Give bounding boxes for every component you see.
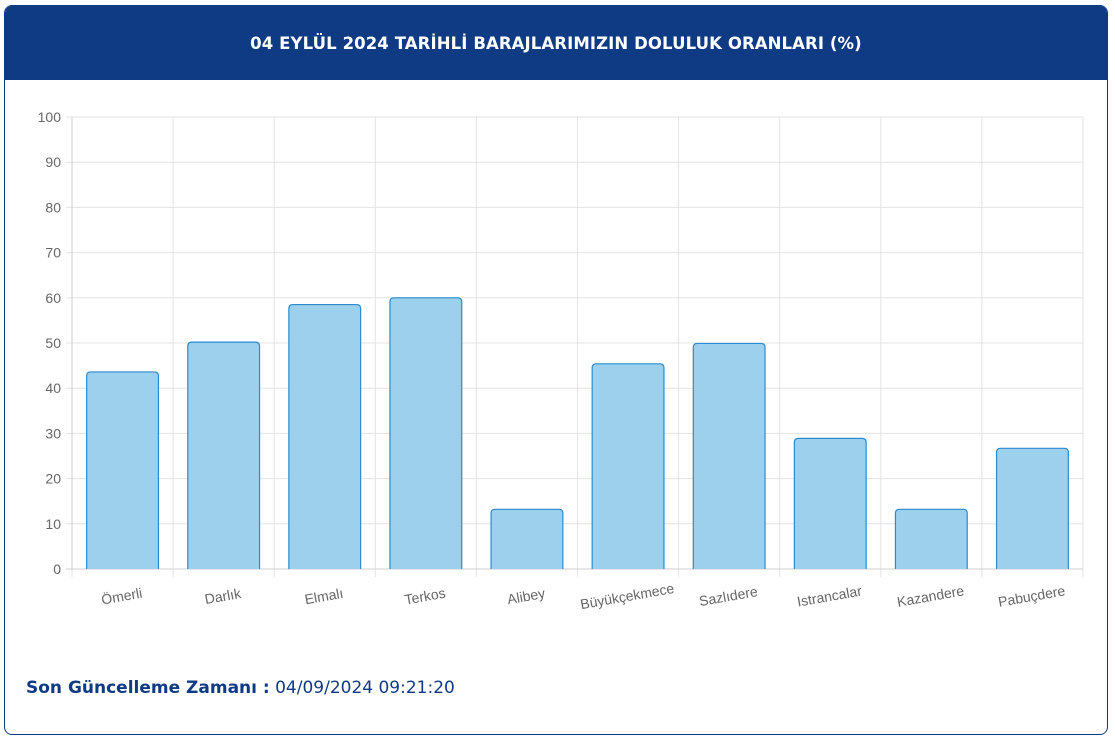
bar [491,509,563,569]
y-tick-label: 40 [45,380,61,396]
bar [996,448,1069,569]
x-tick-label: Ömerli [100,584,144,608]
x-tick-label: Darlık [203,585,243,607]
x-tick-label: Terkos [403,585,446,608]
y-tick-label: 20 [45,471,61,487]
bar [187,342,260,569]
y-tick-label: 50 [45,335,61,351]
x-tick-label: Alibey [506,585,546,607]
last-updated-label: Son Güncelleme Zamanı : [26,678,270,698]
x-tick-label: Pabuçdere [997,582,1067,610]
bar-outline [793,437,867,569]
bar-outline [86,371,160,569]
bar-outline [187,341,261,569]
y-tick-label: 70 [45,245,61,261]
y-tick-label: 30 [45,425,61,441]
bar-outline [995,447,1069,569]
chart-title: 04 EYLÜL 2024 TARİHLİ BARAJLARIMIZIN DOL… [5,6,1107,80]
y-tick-label: 60 [45,290,61,306]
bar [895,509,968,569]
bar [693,343,766,569]
y-tick-label: 10 [45,516,61,532]
bar [389,297,462,569]
bar-outline [894,508,968,569]
bar [794,438,867,569]
x-tick-label: Sazlıdere [698,583,759,609]
bar-outline [389,297,463,569]
bar [592,363,664,569]
bar-outline [490,508,564,569]
x-tick-label: Elmalı [303,585,344,608]
x-tick-label: Istrancalar [796,582,863,609]
bar-outline [591,363,665,569]
x-tick-label: Kazandere [896,582,966,610]
y-tick-label: 100 [38,109,62,125]
bar [288,304,361,569]
x-tick-label: Büyükçekmece [579,580,675,612]
y-tick-label: 80 [45,199,61,215]
bar [86,371,159,569]
y-tick-label: 90 [45,154,61,170]
last-updated-value: 04/09/2024 09:21:20 [275,678,455,698]
bar-outline [288,303,362,569]
last-updated: Son Güncelleme Zamanı : 04/09/2024 09:21… [26,678,455,698]
y-tick-label: 0 [53,561,61,577]
bar-outline [692,342,766,569]
